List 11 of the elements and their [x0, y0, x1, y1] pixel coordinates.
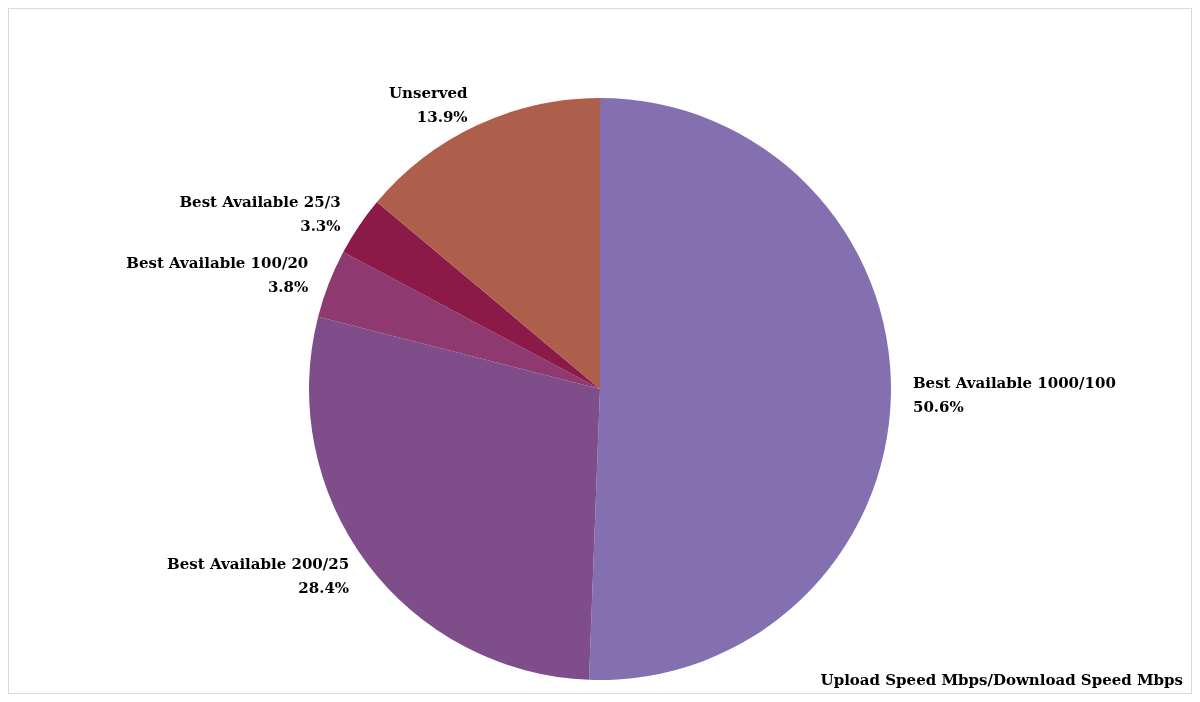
data-label: 3.8%	[267, 278, 309, 297]
data-label: 28.4%	[298, 579, 350, 598]
slice-label: Unserved	[388, 84, 469, 103]
slice-label: Best Available 1000/100	[912, 373, 1116, 392]
data-label: 50.6%	[912, 397, 964, 416]
slice-label: Best Available 200/25	[167, 555, 350, 574]
text: Upload Speed Mbps/Download Speed Mbps	[820, 670, 1183, 689]
data-label: 13.9%	[416, 108, 468, 127]
slice-label: Best Available 100/20	[126, 254, 309, 273]
data-label: 3.3%	[300, 216, 341, 235]
slice-label: Best Available 25/3	[179, 192, 341, 211]
